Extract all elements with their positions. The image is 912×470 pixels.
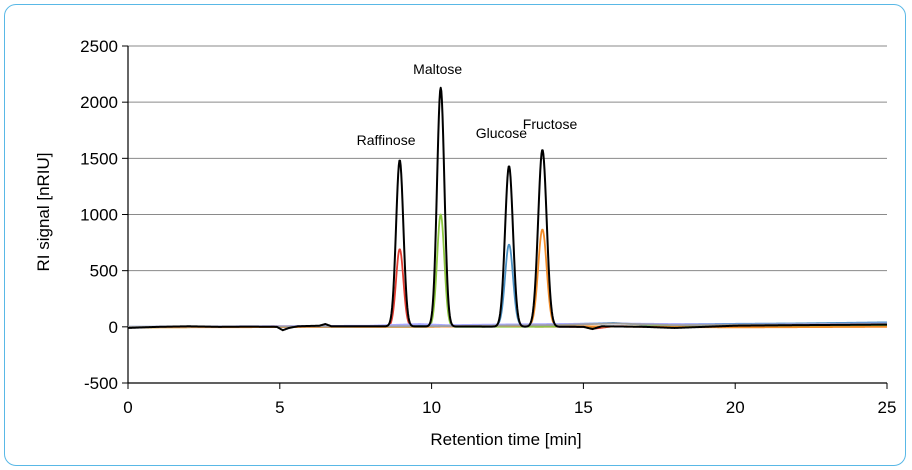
x-tick-label: 0: [123, 398, 132, 417]
x-tick-label: 20: [726, 398, 745, 417]
gridlines: [128, 45, 887, 384]
y-tick-label: 500: [90, 262, 118, 281]
y-tick-label: 0: [109, 318, 118, 337]
y-tick-label: -500: [84, 374, 118, 393]
series-line: [127, 86, 888, 332]
peak-label: Fructose: [523, 116, 578, 132]
series-line: [127, 248, 888, 330]
x-tick-label: 15: [574, 398, 593, 417]
series-lines: [127, 86, 888, 332]
y-tick-label: 1500: [80, 149, 118, 168]
x-tick-labels: 0 5 10 15 20 25: [123, 398, 896, 417]
peak-label: Glucose: [476, 125, 528, 141]
y-tick-label: 2000: [80, 93, 118, 112]
y-axis-title: RI signal [nRIU]: [34, 152, 53, 271]
peak-label: Raffinose: [357, 132, 416, 148]
x-tick-label: 25: [878, 398, 897, 417]
peak-label: Maltose: [413, 61, 462, 77]
y-tick-labels: -500 0 500 1000 1500 2000 2500: [80, 37, 118, 393]
x-tick-label: 5: [275, 398, 284, 417]
x-axis-title: Retention time [min]: [430, 430, 581, 449]
series-line: [127, 228, 888, 329]
chart-frame: [4, 4, 906, 466]
series-line: [127, 243, 888, 328]
x-tick-label: 10: [422, 398, 441, 417]
axes: [122, 45, 888, 389]
y-tick-label: 1000: [80, 206, 118, 225]
y-tick-label: 2500: [80, 37, 118, 56]
